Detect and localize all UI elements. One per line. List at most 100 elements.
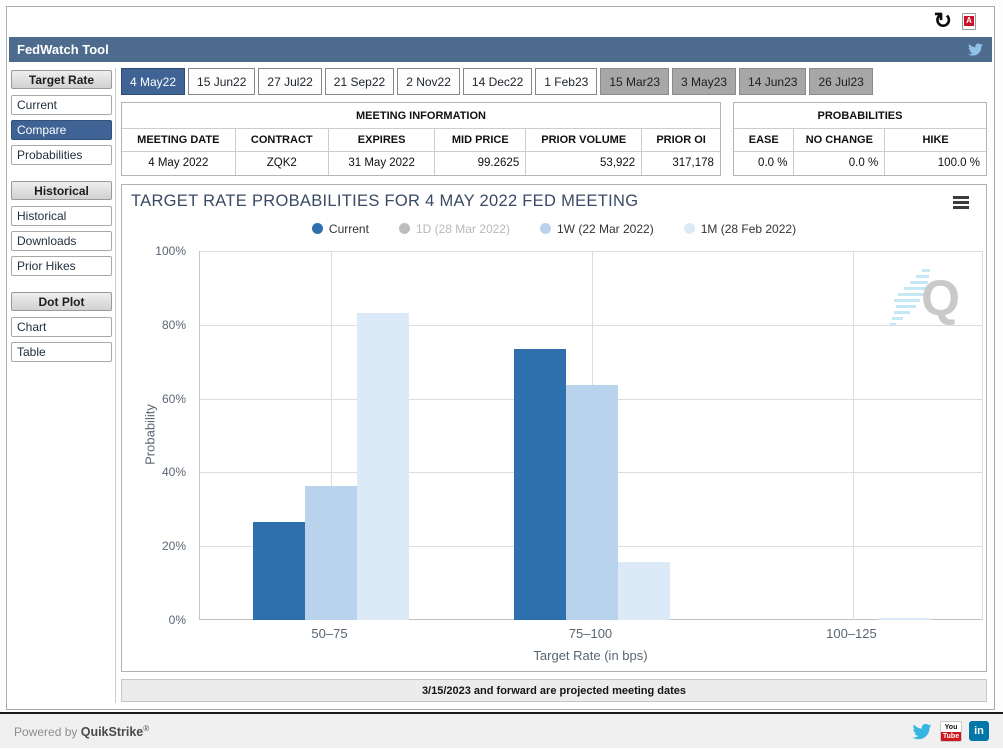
y-tick-label: 80%: [161, 318, 186, 332]
meeting-info-col-header: MID PRICE: [435, 129, 527, 151]
sidebar-item-chart[interactable]: Chart: [11, 317, 112, 337]
y-tick-label: 60%: [161, 392, 186, 406]
youtube-you-text: You: [944, 723, 958, 731]
meeting-info-value: 99.2625: [435, 152, 527, 175]
tab-14-dec22[interactable]: 14 Dec22: [462, 68, 533, 95]
legend-item-1w-22-mar-2022[interactable]: 1W (22 Mar 2022): [539, 222, 654, 236]
sidebar-section-target-rate: Target Rate: [11, 70, 112, 89]
meeting-info-value-row: 4 May 2022 ZQK2 31 May 2022 99.2625 53,922 31…: [122, 152, 720, 175]
sidebar-section-historical: Historical: [11, 181, 112, 200]
pdf-export-icon[interactable]: A: [962, 13, 976, 30]
meeting-info-panel: MEETING INFORMATION MEETING DATE CONTRACT…: [121, 102, 721, 176]
legend-item-1d-28-mar-2022[interactable]: 1D (28 Mar 2022): [398, 222, 510, 236]
gridline: [200, 325, 982, 326]
chart-title: TARGET RATE PROBABILITIES FOR 4 MAY 2022…: [131, 192, 639, 210]
projected-dates-note: 3/15/2023 and forward are projected meet…: [121, 679, 987, 702]
y-axis-ticks: 0% 20% 40% 60% 80% 100%: [122, 244, 192, 627]
tab-14-jun23[interactable]: 14 Jun23: [739, 68, 807, 95]
sidebar: Target Rate Current Compare Probabilities Hi…: [11, 68, 115, 703]
tab-15-jun22[interactable]: 15 Jun22: [188, 68, 256, 95]
bar-1w-22-mar-2022-50-75: [304, 486, 357, 620]
meeting-date-tabs: 4 May22 15 Jun22 27 Jul22 21 Sep22 2 Nov22 14…: [121, 68, 987, 95]
sidebar-item-current[interactable]: Current: [11, 95, 112, 115]
probabilities-col-header: NO CHANGE: [794, 129, 886, 151]
legend-dot-1m-28-feb-2022: [683, 223, 695, 234]
twitter-icon[interactable]: [967, 42, 984, 57]
tab-21-sep22[interactable]: 21 Sep22: [324, 68, 395, 95]
bar-group-75-100: [461, 251, 722, 620]
sidebar-item-historical[interactable]: Historical: [11, 206, 112, 226]
tab-1-feb23[interactable]: 1 Feb23: [535, 68, 598, 95]
meeting-info-col-header: PRIOR VOLUME: [526, 129, 643, 151]
powered-by-text: Powered by: [14, 724, 78, 739]
bar-1w-22-mar-2022-75-100: [565, 385, 618, 620]
gridline-vertical: [982, 251, 983, 620]
info-row: MEETING INFORMATION MEETING DATE CONTRACT…: [121, 102, 987, 176]
legend-item-1m-28-feb-2022[interactable]: 1M (28 Feb 2022): [683, 222, 796, 236]
gridline: [200, 251, 982, 252]
sidebar-item-probabilities[interactable]: Probabilities: [11, 145, 112, 165]
quikstrike-brand: QuikStrike: [80, 724, 144, 739]
twitter-icon[interactable]: [911, 722, 933, 741]
linkedin-icon[interactable]: in: [969, 721, 989, 741]
probabilities-value: 100.0 %: [937, 157, 980, 169]
meeting-info-value: ZQK2: [236, 152, 329, 175]
meeting-info-value: 31 May 2022: [329, 152, 436, 175]
sidebar-item-table[interactable]: Table: [11, 342, 112, 362]
tool-frame: ↻ A FedWatch Tool Target Rate Current Comp…: [6, 6, 995, 710]
bar-group-100-125: [722, 251, 983, 620]
powered-by: Powered by QuikStrike®: [14, 724, 149, 739]
y-tick-label: 40%: [161, 465, 186, 479]
gridline-vertical: [331, 251, 332, 620]
meeting-info-value: 53,922: [526, 152, 643, 175]
tab-2-nov22[interactable]: 2 Nov22: [397, 68, 460, 95]
probabilities-panel: PROBABILITIES EASE NO CHANGE HIKE 0.0 % 0.0…: [733, 102, 987, 176]
legend-item-current[interactable]: Current: [311, 222, 369, 236]
tab-26-jul23[interactable]: 26 Jul23: [809, 68, 873, 95]
meeting-info-col-header: CONTRACT: [236, 129, 329, 151]
youtube-icon[interactable]: You Tube: [940, 720, 962, 742]
meeting-info-value: 317,178: [672, 157, 714, 169]
top-strip: ↻ A: [7, 7, 994, 37]
probabilities-col-header: EASE: [734, 129, 795, 151]
y-tick-label: 100%: [155, 244, 186, 258]
probabilities-value: 0.0 %: [734, 152, 795, 175]
meeting-info-col-header: PRIOR OI: [656, 134, 706, 146]
youtube-tube-text: Tube: [941, 731, 961, 741]
app-title: FedWatch Tool: [17, 42, 109, 57]
legend-dot-1w-22-mar-2022: [539, 223, 551, 234]
refresh-icon[interactable]: ↻: [933, 8, 952, 33]
tab-4-may22[interactable]: 4 May22: [121, 68, 186, 95]
social-links: You Tube in: [911, 720, 989, 742]
sidebar-item-compare[interactable]: Compare: [11, 120, 112, 140]
bar-1m-28-feb-2022-75-100: [617, 562, 670, 620]
sidebar-item-prior-hikes[interactable]: Prior Hikes: [11, 256, 112, 276]
registered-mark: ®: [143, 723, 150, 733]
meeting-info-col-header: EXPIRES: [329, 129, 436, 151]
sidebar-item-downloads[interactable]: Downloads: [11, 231, 112, 251]
meeting-info-title: MEETING INFORMATION: [122, 103, 720, 129]
x-axis-labels: 50–75 75–100 100–125: [199, 626, 982, 641]
tab-15-mar23[interactable]: 15 Mar23: [600, 68, 670, 95]
chart-legend: Current 1D (28 Mar 2022) 1W (22 Mar 2022) 1…: [122, 222, 986, 236]
bar-1m-28-feb-2022-100-125: [878, 618, 931, 620]
x-tick-label-100-125: 100–125: [826, 626, 877, 641]
x-tick-label-75-100: 75–100: [568, 626, 613, 641]
tab-3-may23[interactable]: 3 May23: [672, 68, 737, 95]
sidebar-section-dot-plot: Dot Plot: [11, 292, 112, 311]
chart-menu-icon[interactable]: [953, 196, 969, 211]
header-bar: FedWatch Tool: [9, 37, 992, 62]
probabilities-value-row: 0.0 % 0.0 % 100.0 %: [734, 152, 986, 175]
bar-group-50-75: [200, 251, 461, 620]
bar-1m-28-feb-2022-50-75: [356, 313, 409, 620]
quikstrike-watermark: Q: [888, 267, 960, 331]
watermark-q-letter: Q: [921, 270, 960, 326]
tab-27-jul22[interactable]: 27 Jul22: [258, 68, 322, 95]
main-content: 4 May22 15 Jun22 27 Jul22 21 Sep22 2 Nov22 14…: [115, 68, 992, 703]
probabilities-title: PROBABILITIES: [734, 103, 986, 129]
footer-bar: Powered by QuikStrike® You Tube in: [0, 712, 1003, 748]
probabilities-value: 0.0 %: [794, 152, 886, 175]
chart-card: TARGET RATE PROBABILITIES FOR 4 MAY 2022…: [121, 184, 987, 672]
meeting-info-col-header: MEETING DATE: [122, 129, 236, 151]
